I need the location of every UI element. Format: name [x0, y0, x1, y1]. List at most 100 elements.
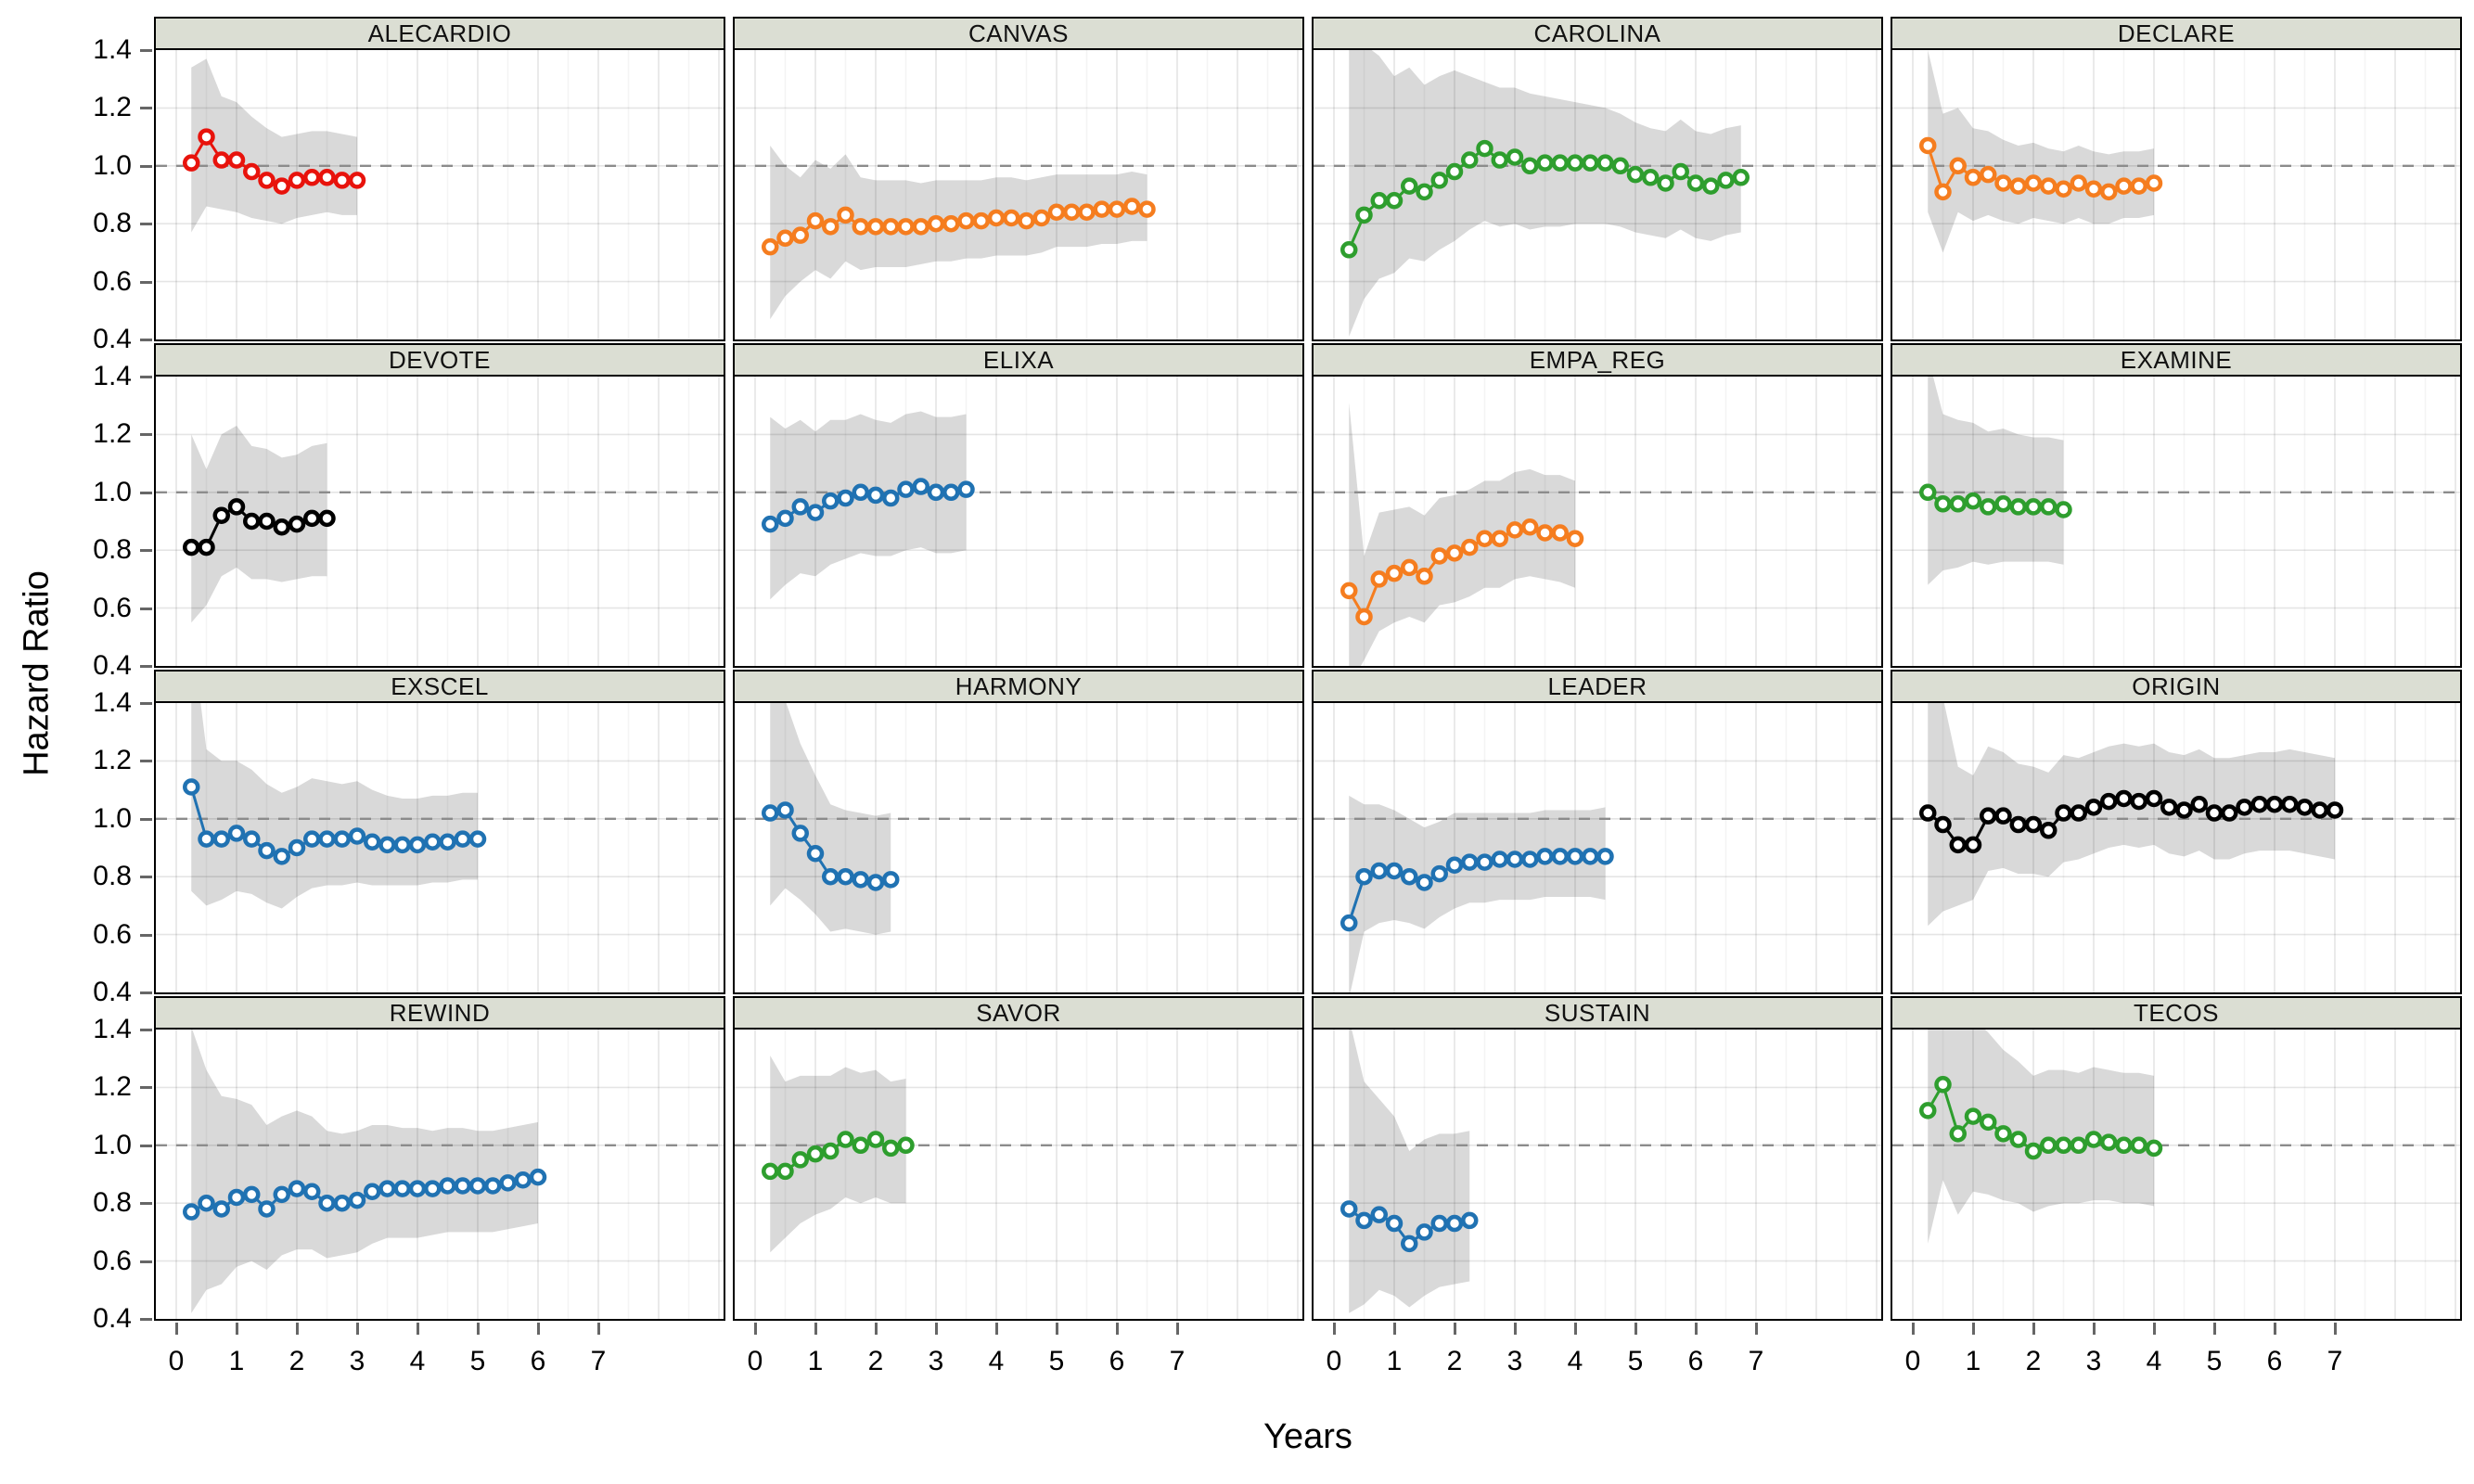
data-point [1445, 544, 1464, 562]
x-tick-mark [296, 1323, 299, 1335]
x-tick-label: 4 [988, 1346, 1005, 1376]
y-tick-mark [140, 1086, 152, 1090]
data-point [2130, 1136, 2147, 1155]
x-tick-label: 0 [1904, 1346, 1921, 1376]
panel-savor: SAVOR [733, 996, 1304, 1321]
data-point [318, 509, 336, 528]
data-point [1401, 867, 1418, 886]
y-tick-label: 1.4 [93, 361, 132, 391]
data-point [1994, 807, 2012, 825]
y-tick-label: 1.0 [93, 1129, 132, 1160]
panel-origin: ORIGIN [1891, 670, 2462, 994]
data-point [1430, 864, 1448, 883]
y-tick-mark [140, 433, 152, 437]
plot-origin [1891, 703, 2462, 994]
data-point [348, 1191, 366, 1209]
data-point [454, 830, 471, 848]
confidence-band [770, 411, 967, 600]
panel-declare: DECLARE [1891, 17, 2462, 341]
data-point [806, 844, 825, 863]
data-point [1476, 139, 1493, 158]
data-point [957, 480, 975, 498]
y-tick-label: 1.0 [93, 149, 132, 181]
data-point [1123, 198, 1141, 215]
confidence-band [1349, 403, 1575, 666]
y-tick-mark [140, 760, 152, 763]
data-point [1370, 570, 1388, 588]
data-point [1401, 1235, 1418, 1253]
data-point [424, 833, 442, 851]
data-point [1919, 804, 1937, 822]
strip-title-sustain: SUSTAIN [1312, 996, 1883, 1030]
strip-title-leader: LEADER [1312, 670, 1883, 703]
y-tick-mark [140, 107, 152, 110]
y-tick-label: 1.0 [93, 476, 132, 507]
data-point [1949, 495, 1967, 513]
panel-harmony: HARMONY [733, 670, 1304, 994]
data-point [243, 162, 261, 181]
plot-tecos [1891, 1030, 2462, 1321]
y-tick-label: 1.2 [93, 92, 132, 123]
data-point [393, 836, 411, 854]
data-point [2024, 1142, 2043, 1160]
data-point [912, 478, 929, 495]
y-tick-label: 1.0 [93, 802, 132, 834]
data-point [1445, 1214, 1464, 1233]
x-tick-mark [1454, 1323, 1456, 1335]
x-tick-mark [995, 1323, 998, 1335]
strip-title-devote: DEVOTE [154, 343, 725, 377]
plot-savor [733, 1030, 1304, 1321]
data-point [1980, 165, 1997, 184]
y-tick-mark [140, 817, 152, 821]
data-point [1108, 200, 1126, 218]
data-point [1949, 1125, 1967, 1143]
data-point [866, 218, 885, 236]
data-point [212, 506, 230, 525]
y-tick-mark [140, 1202, 152, 1206]
data-point [866, 1131, 885, 1148]
x-tick-mark [814, 1323, 817, 1335]
data-point [822, 492, 840, 510]
y-tick-label: 0.6 [93, 265, 132, 297]
data-point [942, 214, 960, 233]
data-point [1078, 203, 1096, 221]
data-point [243, 512, 261, 531]
data-point [2024, 498, 2043, 516]
y-tick-mark [140, 1260, 152, 1263]
x-tick-mark [356, 1323, 359, 1335]
data-point [2084, 180, 2103, 198]
data-point [1430, 172, 1448, 189]
y-tick-mark [140, 1318, 152, 1321]
data-point [2115, 177, 2133, 195]
x-tick-mark [477, 1323, 480, 1335]
data-point [822, 1142, 840, 1160]
x-tick-mark [236, 1323, 238, 1335]
data-point [2221, 804, 2238, 822]
data-point [333, 172, 351, 189]
x-tick-label: 7 [590, 1346, 607, 1376]
data-point [318, 830, 336, 848]
data-point [897, 1136, 915, 1155]
confidence-band [770, 145, 1147, 320]
y-tick-label: 1.2 [93, 418, 132, 450]
panel-tecos: TECOS [1891, 996, 2462, 1321]
data-point [2311, 801, 2328, 819]
data-point [1536, 848, 1554, 865]
y-tick-label: 0.6 [93, 592, 132, 623]
data-point [378, 1180, 396, 1197]
data-point [1964, 836, 1982, 854]
y-tick-label: 0.4 [93, 324, 132, 354]
data-point [1018, 211, 1035, 230]
data-point [2265, 795, 2284, 813]
y-tick-label: 0.4 [93, 1303, 132, 1334]
data-point [776, 229, 794, 248]
data-point [333, 1194, 351, 1212]
data-point [2326, 801, 2344, 819]
data-point [2009, 815, 2027, 834]
data-point [2100, 183, 2118, 201]
data-point [1566, 848, 1584, 865]
data-point [1717, 172, 1735, 189]
data-point [806, 1145, 825, 1163]
data-point [1476, 530, 1493, 547]
y-tick-label: 1.4 [93, 1014, 132, 1044]
